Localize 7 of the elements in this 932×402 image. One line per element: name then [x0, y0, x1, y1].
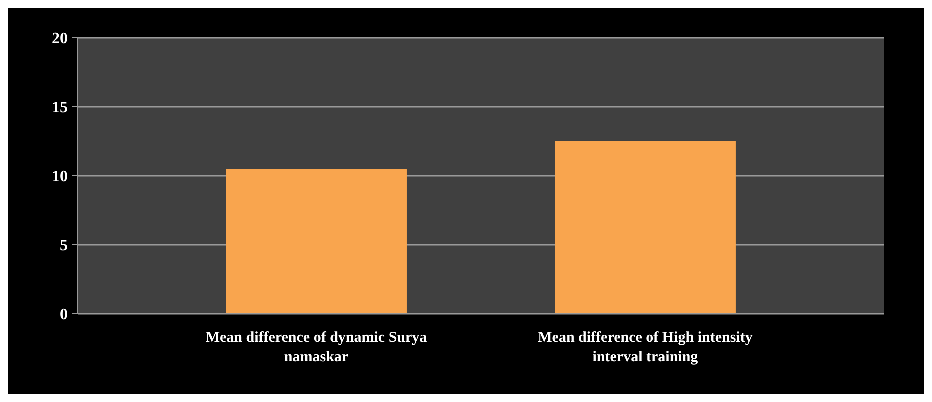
x-tick-label: Mean difference of dynamic Surya namaskar: [206, 330, 428, 366]
y-tick-label: 5: [60, 238, 68, 255]
y-tick-label: 20: [52, 30, 68, 48]
x-tick-label: Mean difference of High intensity interval training: [538, 330, 754, 366]
y-tick-label: 15: [52, 100, 68, 117]
y-tick-label: 0: [60, 306, 68, 324]
y-tick-label: 10: [52, 168, 68, 186]
